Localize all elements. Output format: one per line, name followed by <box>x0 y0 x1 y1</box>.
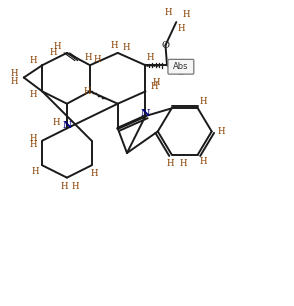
Text: H: H <box>200 157 207 166</box>
Text: H: H <box>11 69 18 78</box>
Text: H: H <box>111 41 118 50</box>
Text: H: H <box>72 182 79 191</box>
Text: H: H <box>146 53 154 62</box>
Text: H: H <box>49 48 57 58</box>
Text: H: H <box>180 159 187 168</box>
Text: H: H <box>177 24 185 33</box>
Text: H: H <box>91 169 98 177</box>
Text: Abs: Abs <box>173 62 189 71</box>
Text: H: H <box>52 118 60 127</box>
Text: H: H <box>85 53 92 62</box>
Text: H: H <box>30 56 37 65</box>
FancyBboxPatch shape <box>168 59 194 74</box>
Text: N: N <box>141 109 150 118</box>
Text: H: H <box>166 159 174 168</box>
Text: H: H <box>29 134 37 143</box>
Text: H: H <box>54 42 61 51</box>
Text: H: H <box>151 82 158 91</box>
Text: O: O <box>161 41 170 50</box>
Text: H: H <box>60 182 68 191</box>
Text: H: H <box>165 8 172 17</box>
Text: H: H <box>30 90 37 99</box>
Text: H: H <box>153 78 160 87</box>
Text: H: H <box>32 167 39 176</box>
Text: H: H <box>83 87 91 96</box>
Text: H: H <box>217 127 225 136</box>
Text: H: H <box>182 10 190 19</box>
Text: H: H <box>29 140 37 149</box>
Text: H: H <box>11 77 18 86</box>
Text: H: H <box>94 54 101 64</box>
Text: H: H <box>200 97 207 106</box>
Text: O: O <box>177 69 185 77</box>
Text: H: H <box>123 43 130 52</box>
Text: N: N <box>62 121 72 130</box>
